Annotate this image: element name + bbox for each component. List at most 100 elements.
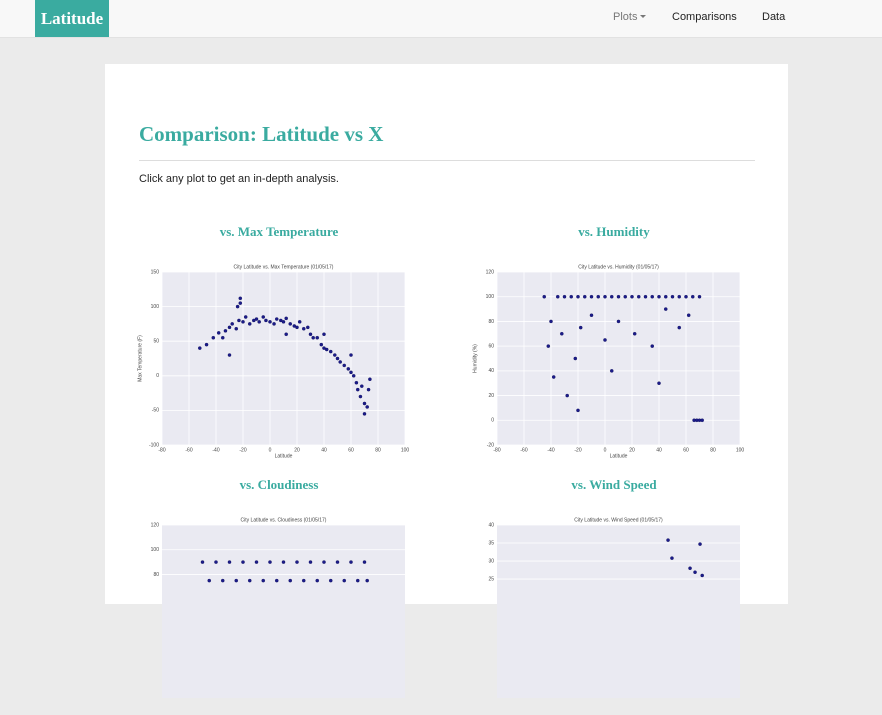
plot-area [162,525,405,698]
point [284,332,288,337]
point [609,294,614,299]
point [551,375,556,379]
y-tick-label: 100 [151,547,160,553]
point [542,294,547,299]
point [297,320,302,324]
plot-title[interactable]: vs. Cloudiness [239,477,319,492]
y-tick-label: 60 [488,343,494,349]
x-axis-label: Latitude [610,453,628,459]
point [677,325,681,330]
y-axis-label: Humidity (%) [472,344,478,373]
point [252,318,256,323]
x-tick-label: -40 [547,447,554,453]
x-tick-label: 80 [375,447,381,453]
point [198,346,202,350]
point [230,322,234,326]
point [333,353,337,357]
y-tick-label: 120 [486,269,495,275]
point [207,578,212,583]
plot-area [162,272,405,445]
point [248,578,252,583]
point [589,313,594,318]
intro: Click any plot to get an in-depth analys… [139,173,339,185]
point [342,363,346,368]
point [354,380,359,385]
point [279,318,283,323]
x-axis-label: Latitude [275,453,293,459]
brand[interactable]: Latitude [35,0,109,37]
point [268,320,272,324]
nav-comparisons[interactable]: Comparisons [672,11,737,23]
chart-title: City Latitude vs. Humidity (01/05/17) [578,264,659,270]
point [241,560,245,564]
point [365,578,369,583]
point [281,320,286,324]
point [254,317,259,321]
chart-title: City Latitude vs. Cloudiness (01/05/17) [241,517,327,523]
plot-image[interactable]: City Latitude vs. Wind Speed (01/05/17) 2… [468,515,748,715]
point [301,578,306,583]
point [546,344,551,348]
point [565,393,569,398]
x-tick-label: -40 [212,447,219,453]
point [295,325,299,330]
point [281,560,286,564]
point [549,319,553,324]
x-tick-label: 0 [269,447,272,453]
chart-title: City Latitude vs. Max Temperature (01/05… [234,264,334,270]
point [214,560,218,564]
point [623,294,627,299]
point [349,560,353,564]
plot-image[interactable]: City Latitude vs. Max Temperature (01/05… [133,262,413,462]
plot-title[interactable]: vs. Humidity [578,224,650,239]
point [351,374,356,378]
point [346,367,351,371]
point [315,335,319,340]
point [632,332,637,336]
point [335,356,340,361]
point [362,401,367,406]
point [677,294,681,299]
point [684,294,688,299]
plot-title[interactable]: vs. Wind Speed [571,477,657,492]
point [335,560,340,564]
point [319,342,324,347]
y-tick-label: 50 [153,339,159,345]
point [221,578,225,583]
x-tick-label: 80 [710,447,716,453]
point [603,338,607,342]
point [630,294,634,299]
plot-image[interactable]: City Latitude vs. Humidity (01/05/17) -20… [468,262,748,462]
point [292,324,297,328]
point [362,412,367,416]
nav-plots[interactable]: Plots [613,11,647,23]
x-tick-label: -20 [239,447,246,453]
point [311,335,315,340]
y-tick-label: 150 [151,269,160,275]
x-tick-label: -80 [493,447,500,453]
y-tick-label: 20 [488,393,494,399]
y-tick-label: 100 [151,304,160,310]
nav-data[interactable]: Data [762,11,786,23]
point [690,294,695,299]
point [698,542,702,546]
x-tick-label: 60 [348,447,354,453]
x-tick-label: 100 [401,447,410,453]
nav-label[interactable]: Plots [613,11,638,23]
point [578,325,583,330]
point [254,560,259,564]
point [308,332,313,337]
point [576,408,580,413]
plot-title[interactable]: vs. Max Temperature [219,224,339,239]
caret [640,15,647,18]
y-tick-label: 0 [156,373,159,379]
y-tick-label: 40 [488,368,494,374]
point [223,329,228,333]
point [583,294,587,299]
point [368,377,372,382]
x-tick-label: 40 [321,447,327,453]
plot-image[interactable]: City Latitude vs. Cloudiness (01/05/17) 8… [133,515,413,715]
point [322,560,326,564]
point [643,294,648,299]
point [636,294,641,299]
